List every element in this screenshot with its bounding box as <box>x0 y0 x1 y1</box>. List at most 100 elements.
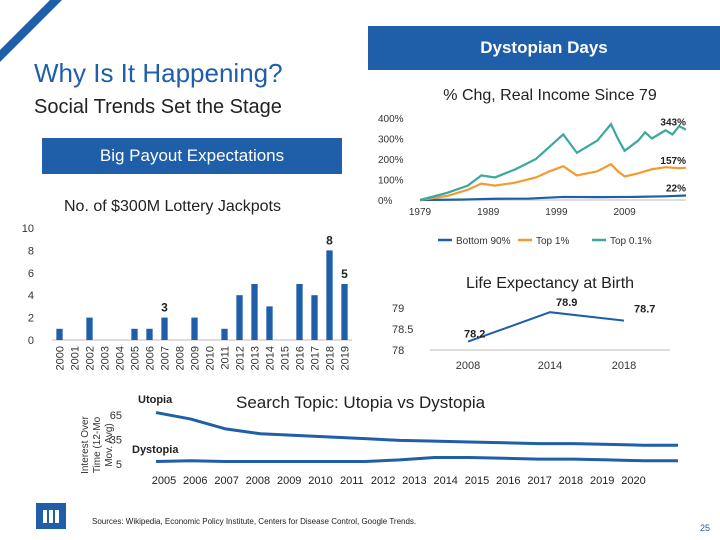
search-x-tick: 2012 <box>371 475 395 487</box>
search-series-line <box>155 411 678 447</box>
jackpot-x-tick: 2006 <box>145 346 157 370</box>
jackpot-bar <box>56 328 63 340</box>
life-chart-title: Life Expectancy at Birth <box>465 275 635 292</box>
income-x-tick: 2009 <box>613 207 636 218</box>
jackpot-x-tick: 2016 <box>295 346 307 370</box>
life-x-tick: 2014 <box>538 360 562 372</box>
payout-label-box: Big Payout Expectations <box>42 138 342 174</box>
income-series-line <box>419 162 687 202</box>
search-y-tick: 5 <box>116 459 122 471</box>
income-series-line <box>419 194 687 202</box>
income-y-tick: 0% <box>378 196 393 207</box>
life-y-tick: 78.5 <box>392 324 413 336</box>
life-expectancy-chart: 78 78.5 79 2008 2014 2018 78.2 78.9 78.7 <box>392 297 670 372</box>
search-x-tick: 2017 <box>527 475 551 487</box>
income-x-tick: 1989 <box>477 207 500 218</box>
search-y-label-line1: Interest Over <box>80 415 91 473</box>
jackpot-x-tick: 2019 <box>340 346 352 370</box>
income-series-line <box>419 122 687 202</box>
page-number: 25 <box>700 523 711 533</box>
jackpot-bar <box>326 250 333 340</box>
jackpot-y-tick: 0 <box>28 335 34 347</box>
search-trend-chart: 5 35 65 Interest Over Time (12-Mo Mov. Avg) Ut… <box>80 394 678 487</box>
income-legend-label: Bottom 90% <box>456 236 511 247</box>
jackpot-x-tick: 2002 <box>85 346 97 370</box>
jackpot-x-tick: 2005 <box>130 346 142 370</box>
income-x-tick: 1999 <box>545 207 568 218</box>
life-value-label: 78.2 <box>464 329 485 341</box>
income-chart-title: % Chg, Real Income Since 79 <box>443 87 657 104</box>
jackpot-x-tick: 2009 <box>190 346 202 370</box>
jackpot-x-tick: 2000 <box>55 346 67 370</box>
income-y-tick: 400% <box>378 114 404 125</box>
search-x-tick: 2020 <box>621 475 645 487</box>
jackpot-bar <box>296 284 303 340</box>
life-x-tick: 2008 <box>456 360 480 372</box>
jackpot-x-tick: 2001 <box>70 346 82 370</box>
jackpot-x-tick: 2018 <box>325 346 337 370</box>
jackpot-x-tick: 2017 <box>310 346 322 370</box>
life-y-tick: 79 <box>392 303 404 315</box>
jackpot-y-tick: 10 <box>22 223 34 235</box>
search-y-label-line3: Mov. Avg) <box>104 423 115 467</box>
income-x-tick: 1979 <box>409 207 432 218</box>
search-x-tick: 2013 <box>402 475 426 487</box>
search-x-tick: 2016 <box>496 475 520 487</box>
search-y-tick: 65 <box>110 410 122 422</box>
jackpot-y-tick: 6 <box>28 268 34 280</box>
search-series-label: Dystopia <box>132 444 179 456</box>
life-line <box>467 311 625 343</box>
jackpot-x-tick: 2013 <box>250 346 262 370</box>
jackpot-bar <box>161 317 168 340</box>
life-y-tick: 78 <box>392 345 404 357</box>
search-series-label: Utopia <box>138 394 173 406</box>
search-x-tick: 2005 <box>152 475 176 487</box>
jackpot-bar <box>311 295 318 340</box>
logo <box>36 503 66 529</box>
corner-decoration-inner <box>0 0 50 50</box>
slide-subtitle: Social Trends Set the Stage <box>34 96 282 118</box>
jackpot-bar <box>86 317 93 340</box>
income-end-label: 157% <box>660 156 686 167</box>
life-x-tick: 2018 <box>612 360 636 372</box>
income-legend-label: Top 1% <box>536 236 569 247</box>
jackpot-bar <box>266 306 273 340</box>
jackpot-bar <box>236 295 243 340</box>
income-end-label: 22% <box>666 183 686 194</box>
income-y-tick: 100% <box>378 176 404 187</box>
jackpot-x-tick: 2008 <box>175 346 187 370</box>
search-y-label-line2: Time (12-Mo <box>92 416 103 473</box>
jackpot-bar <box>191 317 198 340</box>
jackpot-x-tick: 2011 <box>220 346 232 370</box>
search-x-tick: 2019 <box>590 475 614 487</box>
jackpot-data-label: 5 <box>341 267 348 281</box>
jackpot-data-label: 3 <box>161 301 168 315</box>
slide-title: Why Is It Happening? <box>34 58 283 88</box>
search-x-tick: 2015 <box>465 475 489 487</box>
search-series-line <box>155 455 678 464</box>
income-legend-label: Top 0.1% <box>610 236 652 247</box>
jackpot-x-tick: 2003 <box>100 346 112 370</box>
jackpot-x-tick: 2015 <box>280 346 292 370</box>
jackpot-y-tick: 8 <box>28 245 34 257</box>
search-x-tick: 2018 <box>559 475 583 487</box>
search-chart-title: Search Topic: Utopia vs Dystopia <box>236 393 486 412</box>
search-x-tick: 2014 <box>433 475 457 487</box>
jackpot-x-tick: 2004 <box>115 346 127 370</box>
jackpot-bar <box>341 284 348 340</box>
search-x-tick: 2007 <box>214 475 238 487</box>
section-banner: Dystopian Days <box>368 26 720 70</box>
search-y-tick: 35 <box>110 435 122 447</box>
jackpot-bar <box>251 284 258 340</box>
search-x-tick: 2011 <box>340 475 364 487</box>
jackpot-y-tick: 2 <box>28 313 34 325</box>
jackpot-x-tick: 2007 <box>160 346 172 370</box>
search-x-tick: 2009 <box>277 475 301 487</box>
jackpot-data-label: 8 <box>326 233 333 247</box>
jackpot-bar <box>146 328 153 340</box>
jackpot-x-tick: 2010 <box>205 346 217 370</box>
jackpot-x-tick: 2012 <box>235 346 247 370</box>
income-y-tick: 300% <box>378 135 404 146</box>
sources-note: Sources: Wikipedia, Economic Policy Inst… <box>92 517 417 526</box>
